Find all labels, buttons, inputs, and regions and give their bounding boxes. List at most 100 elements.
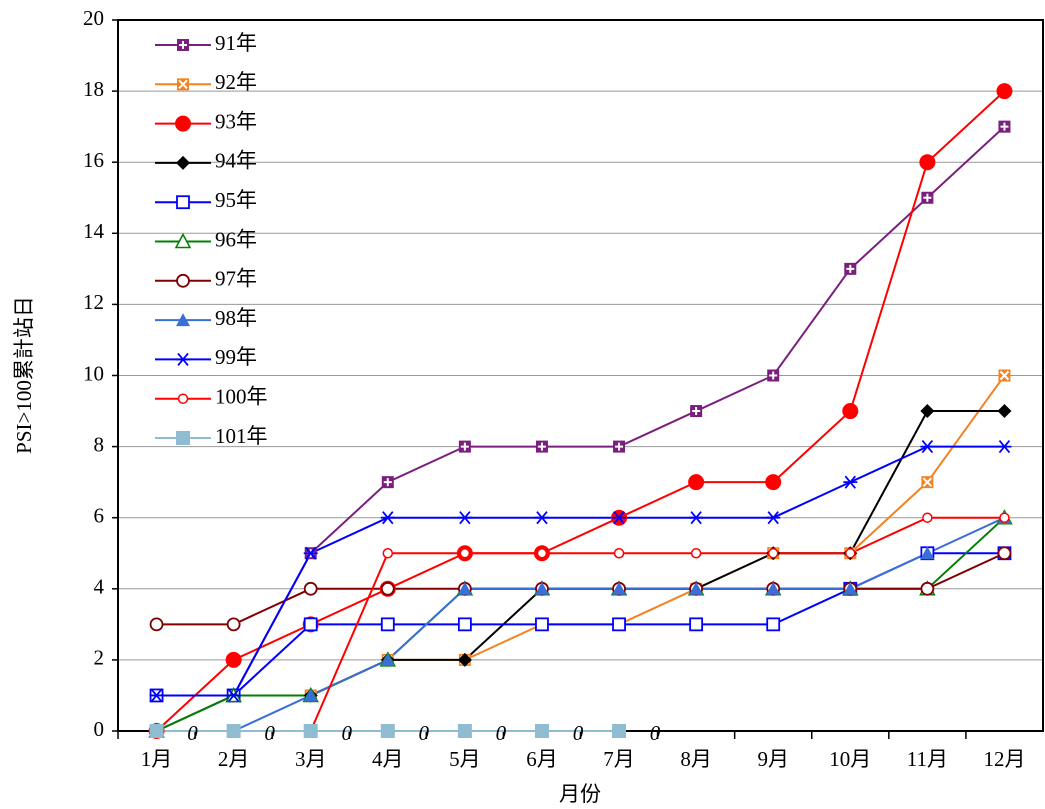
marker [689,511,704,525]
marker [536,548,548,559]
marker-part [766,581,781,595]
data-label: 0 [187,721,198,745]
marker [457,581,472,595]
marker-part [149,688,164,703]
marker-part [689,617,704,632]
marker [176,273,190,288]
x-tick-label: 1月 [141,747,173,771]
marker-part [612,511,627,525]
legend-label: 94年 [215,149,257,173]
marker [149,617,164,632]
marker [999,512,1010,523]
marker-part [383,478,392,487]
marker-part [997,440,1012,454]
marker-part [923,193,932,202]
marker-part [920,546,935,560]
marker-part [179,41,187,49]
marker-part [767,548,779,559]
marker-part [919,154,936,171]
marker [458,440,471,453]
marker-part [997,404,1012,419]
y-tick-label: 12 [83,290,104,314]
y-tick-label: 20 [83,6,104,30]
x-tick-label: 11月 [907,747,948,771]
legend-label: 100年 [215,385,268,409]
marker [380,511,395,525]
marker-part [920,440,935,454]
marker-part [537,442,546,451]
marker-part [303,546,318,560]
marker [844,262,857,275]
data-label: 0 [341,721,352,745]
x-tick-label: 5月 [449,747,481,771]
legend-label: 93年 [215,109,257,133]
marker-part [846,264,855,273]
series-line [156,516,1005,732]
marker-part [178,79,188,90]
marker [689,617,704,632]
marker [380,617,395,632]
marker [380,652,395,666]
marker-part [176,195,190,210]
marker-part [922,512,933,523]
marker [613,548,625,559]
marker [177,39,189,51]
marker-part [845,548,856,559]
marker [690,548,702,559]
marker-part [766,617,781,632]
marker-part [765,474,782,491]
data-label: 0 [573,721,584,745]
marker [766,511,781,525]
marker [226,617,241,632]
marker-part [692,407,701,416]
x-tick-label: 3月 [295,747,327,771]
marker [919,154,936,171]
marker [766,617,781,632]
x-tick-label: 12月 [983,747,1025,771]
marker [176,352,190,366]
marker [689,581,704,595]
marker-part [457,724,472,738]
marker-part [843,581,858,595]
marker [922,512,933,523]
marker-part [176,155,190,170]
x-tick-label: 7月 [603,747,635,771]
marker [612,581,627,595]
marker [843,475,858,489]
marker-part [457,511,472,525]
x-tick-label: 9月 [757,747,789,771]
y-tick-label: 10 [83,361,104,385]
marker [534,724,549,738]
marker [177,78,189,91]
marker-part [842,403,859,420]
marker-part [149,724,164,738]
marker [767,369,780,382]
marker-part [460,442,469,451]
marker [380,724,395,738]
x-tick-label: 10月 [829,747,871,771]
marker-part [997,546,1012,561]
series-line [156,125,1006,697]
marker-part [176,313,190,327]
series-line [155,90,1006,732]
marker [459,548,471,559]
data-label: 0 [264,721,275,745]
marker-part [766,511,781,525]
marker-part [920,404,935,419]
marker-part [226,617,241,632]
legend-label: 96年 [215,227,257,251]
marker [765,474,782,491]
marker [997,440,1012,454]
marker [534,581,549,595]
marker-part [996,83,1013,100]
marker-part [534,724,549,738]
marker [535,440,548,453]
marker-part [380,617,395,632]
marker [303,546,318,560]
marker [920,546,935,560]
y-tick-label: 6 [94,504,105,528]
marker [457,724,472,738]
marker-part [612,617,626,632]
